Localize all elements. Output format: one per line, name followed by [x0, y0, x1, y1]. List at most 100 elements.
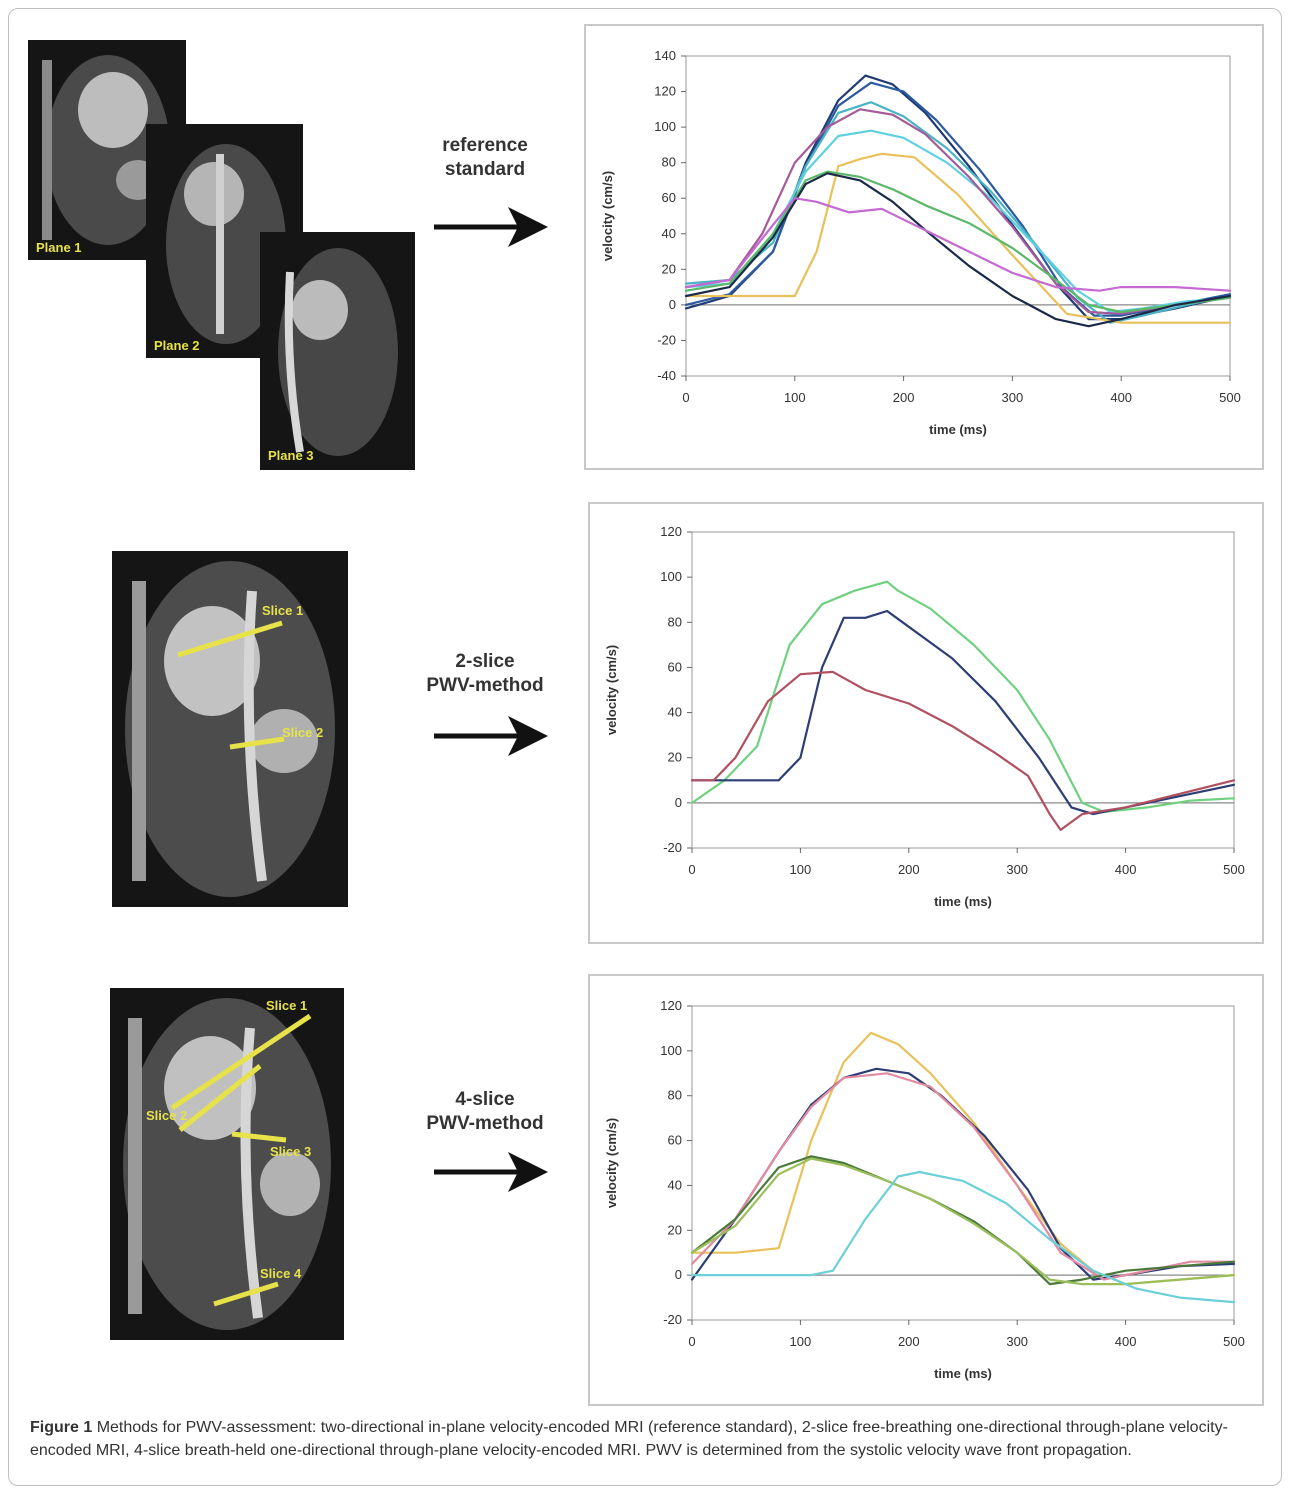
- mri-four-slice-image: Slice 1 Slice 2 Slice 3 Slice 4: [110, 988, 344, 1340]
- plot-area: [691, 1005, 1235, 1321]
- x-tick-label: 0: [688, 862, 695, 877]
- series-line-3: [690, 670, 1236, 831]
- y-tick-label: 100: [654, 119, 676, 134]
- figure-frame: [8, 8, 1282, 1486]
- chart-box-four-slice: -20 0 20 40 60 80 100 120 0 100 200 300 400 500 time (…: [588, 974, 1264, 1406]
- arrow-icon: [434, 1152, 548, 1192]
- series-line-5: [690, 1157, 1236, 1286]
- y-tick-label: 120: [654, 84, 676, 99]
- x-axis-title: time (ms): [934, 894, 992, 909]
- plot-area: [691, 531, 1235, 849]
- mri-label: Slice 1: [266, 998, 307, 1013]
- method-label-line: 4-slice: [455, 1089, 515, 1110]
- y-tick-label: 100: [660, 1043, 682, 1058]
- mri-plane-3-image: Plane 3: [260, 232, 415, 470]
- mri-label: Slice 3: [270, 1144, 311, 1159]
- series-line-5: [684, 108, 1232, 315]
- y-tick-label: 0: [675, 795, 682, 810]
- y-tick-label: -20: [663, 1312, 682, 1327]
- y-tick-label: 60: [668, 659, 682, 674]
- mri-stack-reference: Plane 1 Plane 2 Plane 3: [28, 40, 415, 470]
- series-line-9: [684, 197, 1232, 292]
- x-tick-label: 300: [1006, 1334, 1028, 1349]
- chart-four-slice: -20 0 20 40 60 80 100 120 0 100 200 300 400 500 time (…: [604, 998, 1245, 1381]
- chart-two-slice: -20 0 20 40 60 80 100 120 0 100 200 300 400 500 time (…: [604, 524, 1245, 909]
- x-tick-label: 500: [1219, 390, 1241, 405]
- x-tick-label: 200: [893, 390, 915, 405]
- y-tick-label: 20: [662, 261, 676, 276]
- y-tick-label: 20: [668, 750, 682, 765]
- method-label-line: PWV-method: [426, 675, 544, 696]
- y-tick-label: 60: [668, 1133, 682, 1148]
- x-tick-label: 300: [1006, 862, 1028, 877]
- series-line-7: [684, 170, 1232, 314]
- y-axis-title: velocity (cm/s): [600, 171, 615, 261]
- y-tick-label: 20: [668, 1222, 682, 1237]
- mri-label: Plane 3: [268, 448, 314, 463]
- series-line-3: [684, 101, 1232, 324]
- x-tick-label: 400: [1110, 390, 1132, 405]
- method-label-line: reference: [442, 135, 528, 156]
- x-tick-label: 500: [1223, 1334, 1245, 1349]
- x-tick-label: 100: [790, 862, 812, 877]
- x-tick-label: 200: [898, 862, 920, 877]
- y-tick-label: -20: [657, 332, 676, 347]
- y-tick-label: 40: [668, 1177, 682, 1192]
- plot-area: [685, 55, 1231, 377]
- series-line-1: [690, 580, 1236, 813]
- series-line-2: [684, 81, 1232, 317]
- series-line-2: [690, 609, 1236, 816]
- x-tick-label: 200: [898, 1334, 920, 1349]
- chart-box-two-slice: -20 0 20 40 60 80 100 120 0 100 200 300 400 500 time (…: [588, 502, 1264, 944]
- x-tick-label: 100: [784, 390, 806, 405]
- method-label-line: standard: [444, 159, 526, 180]
- caption-label: Figure 1: [30, 1419, 93, 1436]
- method-label-reference: reference standard: [400, 134, 570, 182]
- x-tick-label: 100: [790, 1334, 812, 1349]
- mri-label: Slice 1: [262, 603, 303, 618]
- arrow-icon: [434, 716, 548, 756]
- y-tick-label: 140: [654, 48, 676, 63]
- x-tick-label: 0: [688, 1334, 695, 1349]
- y-tick-label: 0: [675, 1267, 682, 1282]
- y-tick-label: 80: [662, 155, 676, 170]
- y-tick-label: 120: [660, 998, 682, 1013]
- y-tick-label: -40: [657, 368, 676, 383]
- series-line-6: [684, 152, 1232, 324]
- mri-two-slice-image: Slice 1 Slice 2: [112, 551, 348, 907]
- y-tick-label: 100: [660, 569, 682, 584]
- x-tick-label: 400: [1115, 1334, 1137, 1349]
- mri-label: Slice 2: [146, 1108, 187, 1123]
- chart-box-reference: -40 -20 0 20 40 60 80 100 120 140 0 100 200 300 400 500…: [584, 24, 1264, 470]
- caption-text: Methods for PWV-assessment: two-directio…: [30, 1419, 1228, 1459]
- x-axis-title: time (ms): [929, 422, 987, 437]
- method-label-line: PWV-method: [426, 1113, 544, 1134]
- mri-label: Slice 2: [282, 725, 323, 740]
- arrow-icon: [434, 207, 548, 247]
- series-line-1: [684, 74, 1232, 321]
- series-line-3: [690, 1072, 1236, 1281]
- y-tick-label: 80: [668, 1088, 682, 1103]
- figure-caption: Figure 1 Methods for PWV-assessment: two…: [30, 1416, 1270, 1462]
- y-axis-title: velocity (cm/s): [604, 1118, 619, 1208]
- y-tick-label: 120: [660, 524, 682, 539]
- y-tick-label: 0: [669, 297, 676, 312]
- x-tick-label: 400: [1115, 862, 1137, 877]
- chart-reference: -40 -20 0 20 40 60 80 100 120 140 0 100 200 300 400 500…: [600, 48, 1241, 437]
- x-tick-label: 500: [1223, 862, 1245, 877]
- mri-label: Plane 1: [36, 240, 82, 255]
- x-axis-title: time (ms): [934, 1366, 992, 1381]
- y-tick-label: -20: [663, 840, 682, 855]
- y-tick-label: 80: [668, 614, 682, 629]
- x-tick-label: 0: [682, 390, 689, 405]
- y-axis-title: velocity (cm/s): [604, 645, 619, 735]
- series-line-6: [690, 1170, 1236, 1304]
- method-label-line: 2-slice: [455, 651, 515, 672]
- y-tick-label: 40: [662, 226, 676, 241]
- y-tick-label: 40: [668, 705, 682, 720]
- y-tick-label: 60: [662, 190, 676, 205]
- series-line-4: [690, 1155, 1236, 1286]
- mri-label: Slice 4: [260, 1266, 302, 1281]
- mri-label: Plane 2: [154, 338, 200, 353]
- x-tick-label: 300: [1002, 390, 1024, 405]
